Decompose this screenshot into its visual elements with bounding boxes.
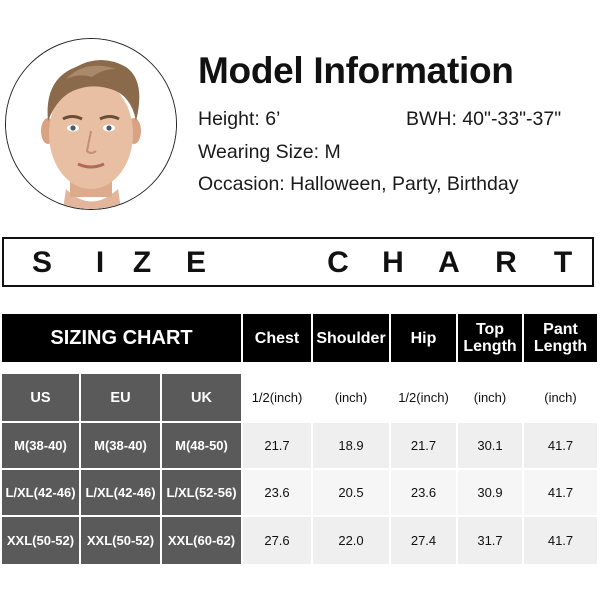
banner-letter: R <box>495 246 517 279</box>
row-lxl-chest: 23.6 <box>243 470 311 515</box>
row-xxl-chest: 27.6 <box>243 517 311 564</box>
row-m-pant-length: 41.7 <box>524 423 597 468</box>
row-xxl-us: XXL(50-52) <box>2 517 79 564</box>
row-xxl-top-length: 31.7 <box>458 517 522 564</box>
row-xxl-eu: XXL(50-52) <box>81 517 160 564</box>
unit-pant-length: (inch) <box>524 374 597 421</box>
model-bwh: BWH: 40"-33"-37" <box>406 108 562 130</box>
row-m-shoulder: 18.9 <box>313 423 389 468</box>
model-height: Height: 6’ <box>198 108 281 130</box>
row-xxl-shoulder: 22.0 <box>313 517 389 564</box>
row-lxl-hip: 23.6 <box>391 470 456 515</box>
header-eu: EU <box>81 374 160 421</box>
header-top-length: Top Length <box>458 314 522 362</box>
banner-letter: A <box>438 246 460 279</box>
row-m-us: M(38-40) <box>2 423 79 468</box>
banner-letter: T <box>553 246 573 279</box>
header-us: US <box>2 374 79 421</box>
row-m-top-length: 30.1 <box>458 423 522 468</box>
unit-chest: 1/2(inch) <box>243 374 311 421</box>
unit-top-length: (inch) <box>458 374 522 421</box>
model-portrait-image <box>6 39 176 209</box>
header-hip: Hip <box>391 314 456 362</box>
header-chest: Chest <box>243 314 311 362</box>
unit-hip: 1/2(inch) <box>391 374 456 421</box>
row-m-chest: 21.7 <box>243 423 311 468</box>
model-occasion: Occasion: Halloween, Party, Birthday <box>198 173 519 195</box>
row-lxl-top-length: 30.9 <box>458 470 522 515</box>
row-xxl-hip: 27.4 <box>391 517 456 564</box>
sizing-chart-header: SIZING CHART <box>2 314 241 362</box>
row-xxl-pant-length: 41.7 <box>524 517 597 564</box>
row-lxl-shoulder: 20.5 <box>313 470 389 515</box>
row-m-uk: M(48-50) <box>162 423 241 468</box>
header-uk: UK <box>162 374 241 421</box>
banner-letter: S <box>31 246 52 279</box>
banner-letter: E <box>185 246 206 279</box>
header-pant-length: Pant Length <box>524 314 597 362</box>
row-m-hip: 21.7 <box>391 423 456 468</box>
model-wearing-size: Wearing Size: M <box>198 141 341 163</box>
banner-letter: Z <box>132 246 152 279</box>
header-shoulder: Shoulder <box>313 314 389 362</box>
model-info-title: Model Information <box>198 50 514 91</box>
row-xxl-uk: XXL(60-62) <box>162 517 241 564</box>
row-lxl-eu: L/XL(42-46) <box>81 470 160 515</box>
size-chart-banner: S I Z E C H A R T <box>2 237 594 287</box>
row-m-eu: M(38-40) <box>81 423 160 468</box>
row-lxl-us: L/XL(42-46) <box>2 470 79 515</box>
banner-letter: I <box>95 246 105 279</box>
unit-shoulder: (inch) <box>313 374 389 421</box>
banner-letter: H <box>382 246 404 279</box>
model-photo <box>5 38 177 210</box>
banner-letter: C <box>327 246 349 279</box>
row-lxl-uk: L/XL(52-56) <box>162 470 241 515</box>
row-lxl-pant-length: 41.7 <box>524 470 597 515</box>
